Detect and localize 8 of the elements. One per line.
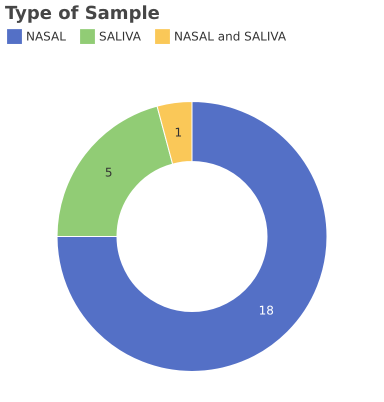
data-label: 1 xyxy=(174,125,182,140)
legend-label: NASAL xyxy=(26,30,66,44)
legend-label: SALIVA xyxy=(99,30,142,44)
donut-slice xyxy=(56,101,328,372)
legend-label: NASAL and SALIVA xyxy=(174,30,287,44)
data-label: 5 xyxy=(104,166,113,180)
chart-title: Type of Sample xyxy=(5,3,160,24)
data-label: 18 xyxy=(258,304,274,318)
